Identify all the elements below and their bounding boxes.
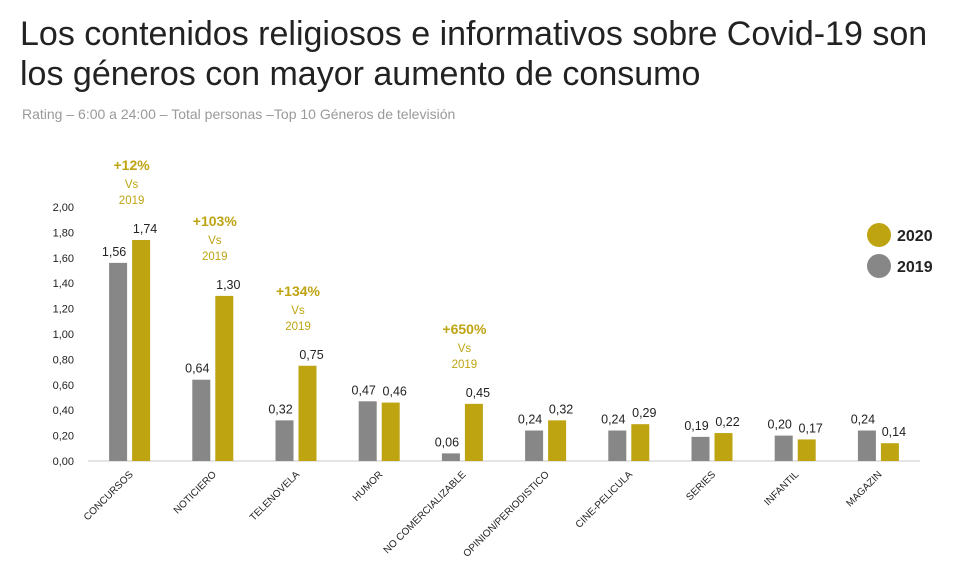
data-label-2020: 0,45	[466, 386, 490, 400]
x-tick-label: HUMOR	[351, 469, 385, 503]
x-tick-label: INFANTIL	[762, 469, 801, 508]
chart-subtitle: Rating – 6:00 a 24:00 – Total personas –…	[22, 106, 456, 122]
chart-title: Los contenidos religiosos e informativos…	[20, 15, 928, 93]
y-tick-label: 0,80	[53, 354, 74, 366]
y-tick-label: 1,20	[53, 304, 74, 316]
y-tick-label: 1,80	[53, 227, 74, 239]
y-tick-label: 0,00	[53, 456, 74, 468]
bar-2020-8	[797, 439, 816, 461]
growth-annotation: 2019	[285, 321, 311, 333]
data-label-2020: 0,14	[882, 425, 906, 439]
data-label-2020: 0,29	[632, 406, 656, 420]
data-label-2020: 0,32	[549, 402, 573, 416]
bar-2019-8	[774, 435, 793, 461]
x-tick-label: CONCURSOS	[82, 469, 136, 523]
bar-2019-0	[109, 262, 128, 461]
legend-marker-2020	[867, 223, 891, 247]
x-tick-label: NOTICIERO	[172, 469, 219, 516]
growth-annotation: 2019	[202, 251, 228, 263]
bar-2020-0	[132, 240, 151, 461]
y-tick-label: 0,20	[53, 431, 74, 443]
data-label-2019: 0,06	[435, 435, 459, 449]
data-label-2020: 0,75	[299, 348, 323, 362]
data-label-2019: 0,20	[768, 418, 792, 432]
bar-2019-4	[441, 453, 460, 461]
data-label-2020: 1,74	[133, 222, 157, 236]
x-tick-label: OPINION/PERIODISTICO	[461, 469, 551, 559]
data-label-2020: 0,22	[715, 415, 739, 429]
legend-marker-2019	[867, 254, 891, 278]
growth-annotation: 2019	[452, 359, 478, 371]
growth-annotation: +650%	[442, 321, 487, 337]
y-tick-label: 0,40	[53, 405, 74, 417]
data-label-2020: 1,30	[216, 278, 240, 292]
growth-annotation: +103%	[193, 213, 238, 229]
legend-label-2019: 2019	[897, 259, 933, 276]
x-tick-label: MAGAZIN	[845, 469, 885, 509]
bar-2020-3	[381, 402, 400, 461]
data-label-2019: 0,24	[851, 413, 875, 427]
bar-2019-1	[192, 379, 211, 461]
y-tick-label: 2,00	[53, 202, 74, 214]
bar-2020-4	[464, 403, 483, 461]
data-label-2019: 0,24	[518, 413, 542, 427]
data-label-2020: 0,46	[383, 385, 407, 399]
data-label-2019: 0,64	[185, 362, 209, 376]
y-tick-label: 1,00	[53, 329, 74, 341]
bar-2020-1	[215, 295, 234, 461]
growth-annotation: Vs	[291, 305, 305, 317]
data-label-2020: 0,17	[799, 421, 823, 435]
y-tick-label: 0,60	[53, 380, 74, 392]
growth-annotation: Vs	[208, 235, 222, 247]
x-tick-label: CINE-PELICULA	[574, 469, 635, 530]
bar-2019-9	[857, 430, 876, 461]
growth-annotation: Vs	[125, 179, 139, 191]
bar-2020-2	[298, 365, 317, 461]
bar-2020-5	[548, 420, 567, 461]
legend-label-2020: 2020	[897, 228, 933, 245]
data-label-2019: 0,19	[684, 419, 708, 433]
y-tick-label: 1,40	[53, 278, 74, 290]
bar-2019-2	[275, 420, 294, 461]
bar-2020-7	[714, 433, 733, 461]
x-tick-label: TELENOVELA	[248, 469, 302, 523]
data-label-2019: 0,47	[352, 383, 376, 397]
y-tick-label: 1,60	[53, 253, 74, 265]
bar-2020-6	[631, 424, 650, 461]
bar-2019-5	[525, 430, 544, 461]
bar-2019-7	[691, 436, 710, 461]
x-tick-label: NO COMERCIALIZABLE	[382, 469, 469, 556]
bar-2020-9	[880, 443, 899, 461]
growth-annotation: 2019	[119, 195, 145, 207]
data-label-2019: 0,24	[601, 413, 625, 427]
growth-annotation: Vs	[458, 343, 472, 355]
growth-annotation: +12%	[113, 157, 150, 173]
bar-2019-6	[608, 430, 627, 461]
bar-2019-3	[358, 401, 377, 461]
growth-annotation: +134%	[276, 283, 321, 299]
x-tick-label: SERIES	[684, 469, 718, 503]
data-label-2019: 0,32	[268, 402, 292, 416]
data-label-2019: 1,56	[102, 245, 126, 259]
